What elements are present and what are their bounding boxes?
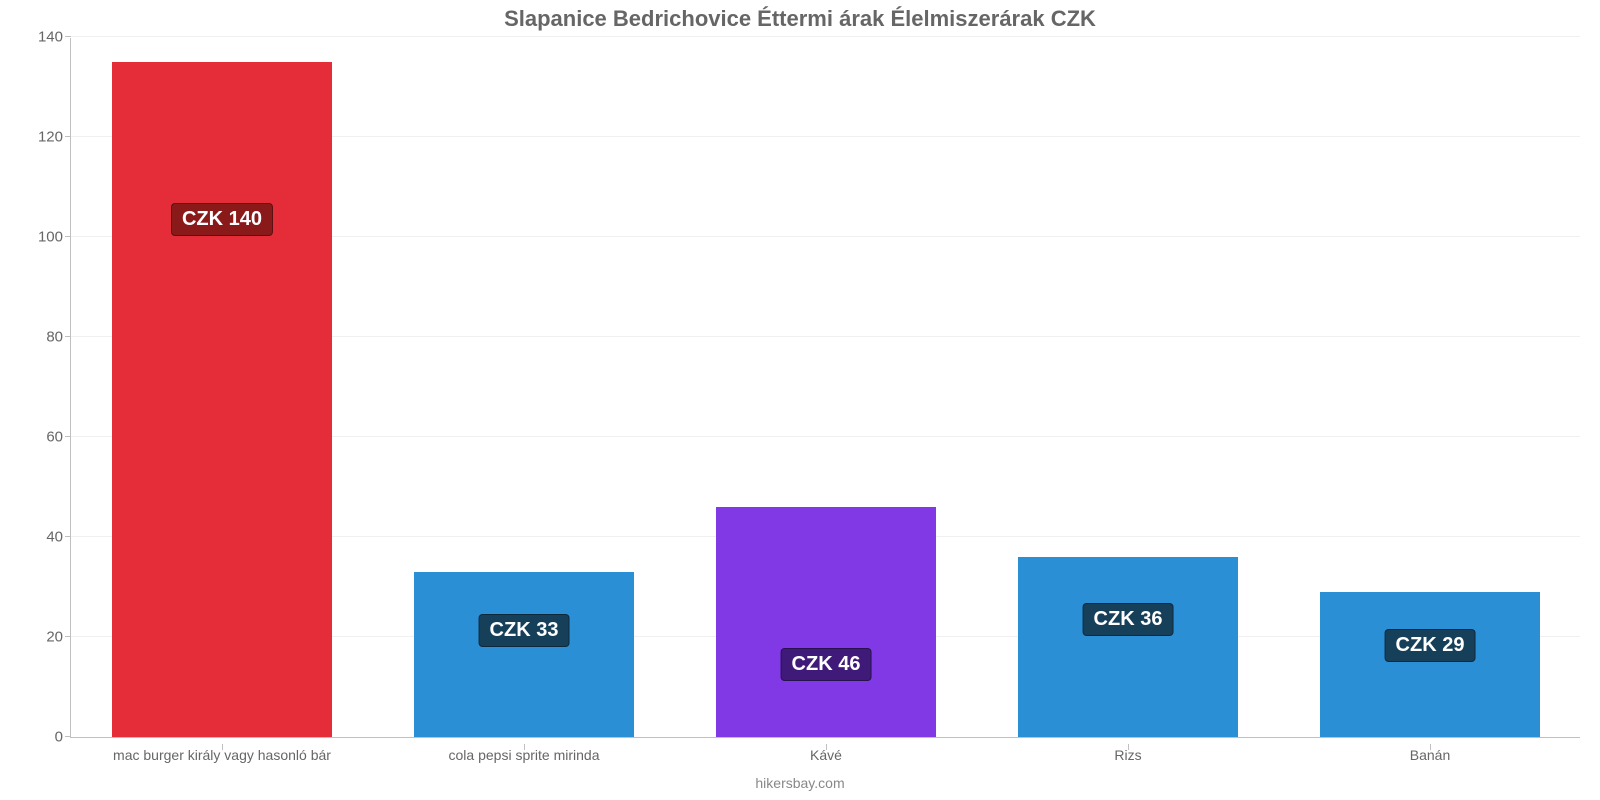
bar <box>716 507 936 737</box>
bar <box>1018 557 1238 737</box>
ytick-label: 0 <box>55 729 71 746</box>
footer-credit: hikersbay.com <box>0 775 1600 791</box>
bar <box>112 62 332 737</box>
ytick-label: 120 <box>38 129 71 146</box>
ytick-label: 60 <box>46 429 71 446</box>
bar-value-badge: CZK 33 <box>479 614 570 647</box>
bar-value-badge: CZK 46 <box>781 648 872 681</box>
ytick-label: 40 <box>46 529 71 546</box>
bar-value-badge: CZK 140 <box>171 203 273 236</box>
gridline <box>71 36 1580 37</box>
bar-value-badge: CZK 29 <box>1385 629 1476 662</box>
xtick-label: mac burger király vagy hasonló bár <box>113 737 331 763</box>
xtick-label: Kávé <box>810 737 842 763</box>
ytick-label: 140 <box>38 29 71 46</box>
chart-title: Slapanice Bedrichovice Éttermi árak Élel… <box>0 6 1600 32</box>
xtick-label: cola pepsi sprite mirinda <box>449 737 600 763</box>
bar <box>414 572 634 737</box>
xtick-label: Rizs <box>1114 737 1141 763</box>
xtick-label: Banán <box>1410 737 1450 763</box>
bar-value-badge: CZK 36 <box>1083 603 1174 636</box>
plot-area: 020406080100120140CZK 140mac burger kirá… <box>70 38 1580 738</box>
ytick-label: 80 <box>46 329 71 346</box>
ytick-label: 20 <box>46 629 71 646</box>
ytick-label: 100 <box>38 229 71 246</box>
bar <box>1320 592 1540 737</box>
